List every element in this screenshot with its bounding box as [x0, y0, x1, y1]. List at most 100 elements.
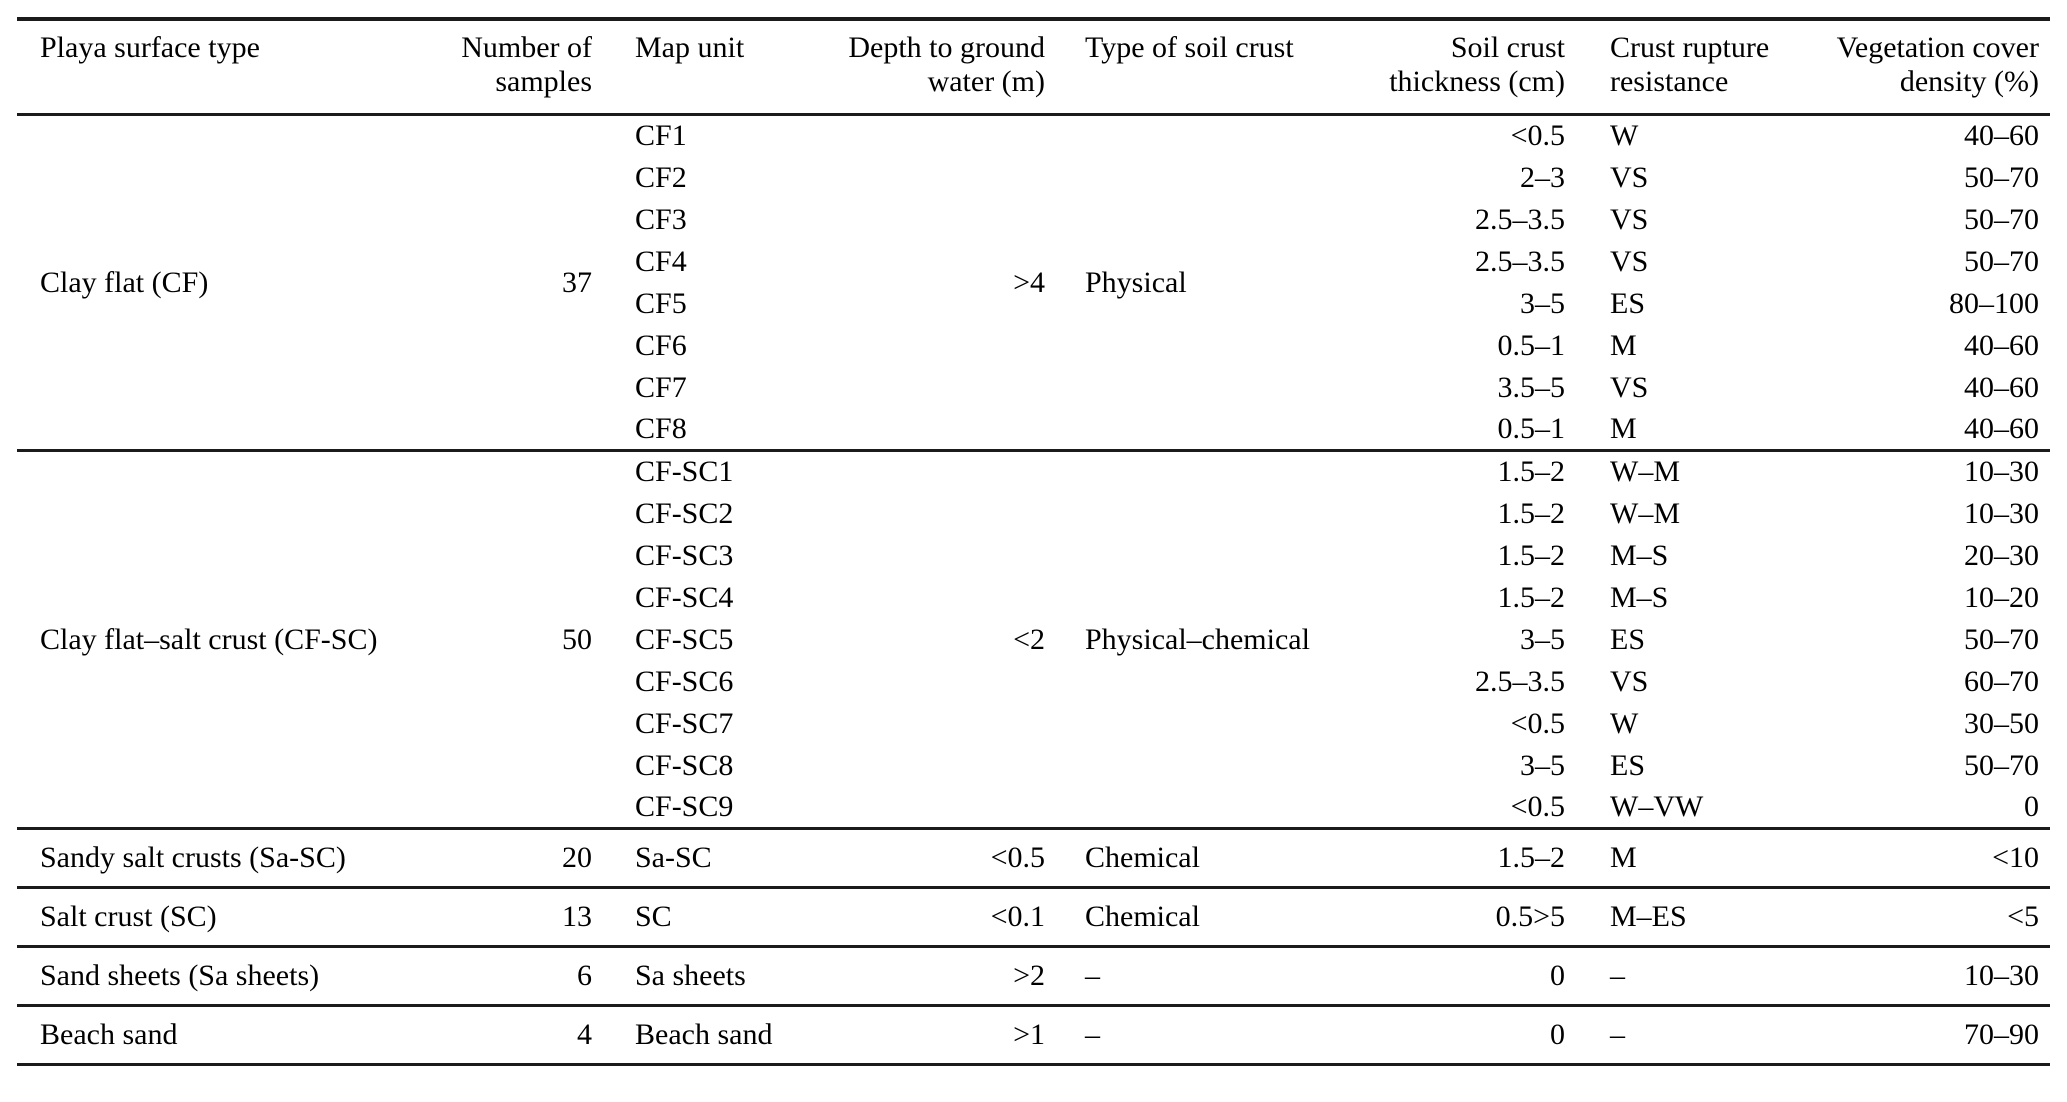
rupture-cell: W [1610, 706, 1639, 740]
header-line: Vegetation cover [1836, 31, 2039, 64]
header-line: water (m) [927, 65, 1045, 98]
vegetation-cell: 60–70 [1964, 664, 2039, 698]
row-salt-crust: Salt crust (SC) 13 SC <0.1 Chemical 0.5>… [17, 887, 2050, 947]
map-unit-cell: CF1 [635, 119, 687, 153]
table-row: Salt crust (SC) 13 SC <0.1 Chemical 0.5>… [17, 888, 2050, 947]
table-row: CF5 3–5 ES 80–100 [17, 283, 2050, 325]
playa-surface-classification-table: Playa surface type Number of samples Map… [17, 17, 2050, 1066]
thickness-cell: <0.5 [1510, 119, 1565, 153]
header-line: Map unit [635, 31, 745, 64]
thickness-cell: <0.5 [1510, 789, 1565, 823]
table-row: CF-SC2 1.5–2 W–M 10–30 [17, 493, 2050, 535]
depth-cell: >2 [1013, 959, 1045, 992]
col-header-crust-rupture-resistance: Crust rupture resistance [1565, 19, 1807, 115]
map-unit-cell: Sa sheets [635, 959, 746, 992]
vegetation-cell: 40–60 [1964, 370, 2039, 404]
thickness-cell: 1.5–2 [1497, 538, 1566, 572]
col-header-number-of-samples: Number of samples [447, 19, 592, 115]
map-unit-cell: CF-SC6 [635, 664, 734, 698]
rupture-cell: – [1610, 1018, 1625, 1051]
thickness-cell: 0 [1550, 959, 1565, 992]
thickness-cell: 0.5–1 [1497, 411, 1566, 445]
vegetation-cell: 40–60 [1964, 411, 2039, 445]
table-header: Playa surface type Number of samples Map… [17, 19, 2050, 115]
playa-surface-table-wrapper: Playa surface type Number of samples Map… [17, 17, 2050, 1066]
rupture-cell: VS [1610, 244, 1649, 278]
samples-count-cell: 6 [577, 959, 592, 992]
col-header-vegetation-cover-density: Vegetation cover density (%) [1807, 19, 2050, 115]
table-row: CF-SC7 <0.5 W 30–50 [17, 703, 2050, 745]
table-row: CF6 0.5–1 M 40–60 [17, 325, 2050, 367]
surface-type-cell: Sandy salt crusts (Sa-SC) [40, 841, 346, 874]
table-row: Sand sheets (Sa sheets) 6 Sa sheets >2 –… [17, 947, 2050, 1006]
rupture-cell: VS [1610, 664, 1649, 698]
group-clay-flat: Clay flat (CF) 37 CF1 >4 Physical <0.5 W… [17, 114, 2050, 451]
header-line: Playa surface type [40, 31, 260, 64]
map-unit-cell: CF-SC5 [635, 622, 734, 656]
thickness-cell: 1.5–2 [1497, 455, 1566, 489]
surface-type-cell: Clay flat (CF) [40, 265, 209, 299]
vegetation-cell: 70–90 [1964, 1018, 2039, 1051]
samples-count-cell: 37 [562, 265, 592, 299]
vegetation-cell: 0 [2024, 789, 2039, 823]
vegetation-cell: 80–100 [1949, 286, 2039, 320]
crust-type-cell: – [1085, 959, 1100, 992]
header-line: density (%) [1899, 65, 2039, 98]
surface-type-cell: Clay flat–salt crust (CF-SC) [40, 622, 378, 656]
crust-type-cell: – [1085, 1018, 1100, 1051]
map-unit-cell: CF6 [635, 328, 687, 362]
thickness-cell: 1.5–2 [1497, 496, 1566, 530]
header-line: thickness (cm) [1389, 65, 1565, 98]
crust-type-cell: Chemical [1085, 900, 1200, 933]
samples-count-cell: 20 [562, 841, 592, 874]
table-row: Clay flat–salt crust (CF-SC) 50 CF-SC1 <… [17, 451, 2050, 655]
table-row: Clay flat (CF) 37 CF1 >4 Physical <0.5 W… [17, 115, 2050, 298]
map-unit-cell: CF-SC7 [635, 706, 734, 740]
rupture-cell: W–M [1610, 496, 1680, 530]
thickness-cell: 2.5–3.5 [1475, 244, 1565, 278]
vegetation-cell: 10–20 [1964, 580, 2039, 614]
thickness-cell: 0 [1550, 1018, 1565, 1051]
crust-type-cell: Physical [1085, 265, 1187, 299]
thickness-cell: 3–5 [1520, 286, 1565, 320]
rupture-cell: ES [1610, 286, 1646, 320]
row-sandy-salt-crusts: Sandy salt crusts (Sa-SC) 20 Sa-SC <0.5 … [17, 828, 2050, 888]
vegetation-cell: 50–70 [1964, 244, 2039, 278]
header-line: Soil crust [1450, 31, 1565, 64]
table-row: CF8 0.5–1 M 40–60 [17, 409, 2050, 451]
vegetation-cell: 10–30 [1964, 959, 2039, 992]
thickness-cell: 2–3 [1520, 160, 1565, 194]
map-unit-cell: CF3 [635, 202, 687, 236]
table-row: CF-SC6 2.5–3.5 VS 60–70 [17, 661, 2050, 703]
thickness-cell: 3.5–5 [1497, 370, 1566, 404]
vegetation-cell: 10–30 [1964, 455, 2039, 489]
table-row: Sandy salt crusts (Sa-SC) 20 Sa-SC <0.5 … [17, 829, 2050, 888]
rupture-cell: – [1610, 959, 1625, 992]
rupture-cell: VS [1610, 370, 1649, 404]
header-line: Type of soil crust [1085, 31, 1294, 64]
rupture-cell: M [1610, 841, 1637, 874]
rupture-cell: VS [1610, 202, 1649, 236]
header-line: resistance [1610, 65, 1729, 98]
row-beach-sand: Beach sand 4 Beach sand >1 – 0 – 70–90 [17, 1005, 2050, 1065]
header-line: Crust rupture [1610, 31, 1770, 64]
table-row: CF2 2–3 VS 50–70 [17, 157, 2050, 199]
map-unit-cell: CF7 [635, 370, 687, 404]
thickness-cell: 0.5>5 [1495, 900, 1565, 933]
vegetation-cell: 40–60 [1964, 119, 2039, 153]
table-row: CF-SC5 3–5 ES 50–70 [17, 619, 2050, 661]
thickness-cell: 0.5–1 [1497, 328, 1566, 362]
vegetation-cell: 10–30 [1964, 496, 2039, 530]
vegetation-cell: 50–70 [1964, 202, 2039, 236]
rupture-cell: ES [1610, 748, 1646, 782]
group-clay-flat-salt-crust: Clay flat–salt crust (CF-SC) 50 CF-SC1 <… [17, 450, 2050, 829]
vegetation-cell: 50–70 [1964, 622, 2039, 656]
table-row: CF4 2.5–3.5 VS 50–70 [17, 241, 2050, 283]
row-sand-sheets: Sand sheets (Sa sheets) 6 Sa sheets >2 –… [17, 946, 2050, 1006]
rupture-cell: M–ES [1610, 900, 1687, 933]
vegetation-cell: 50–70 [1964, 748, 2039, 782]
thickness-cell: 3–5 [1520, 622, 1565, 656]
map-unit-cell: CF2 [635, 160, 687, 194]
thickness-cell: 1.5–2 [1497, 580, 1566, 614]
header-row: Playa surface type Number of samples Map… [17, 19, 2050, 115]
